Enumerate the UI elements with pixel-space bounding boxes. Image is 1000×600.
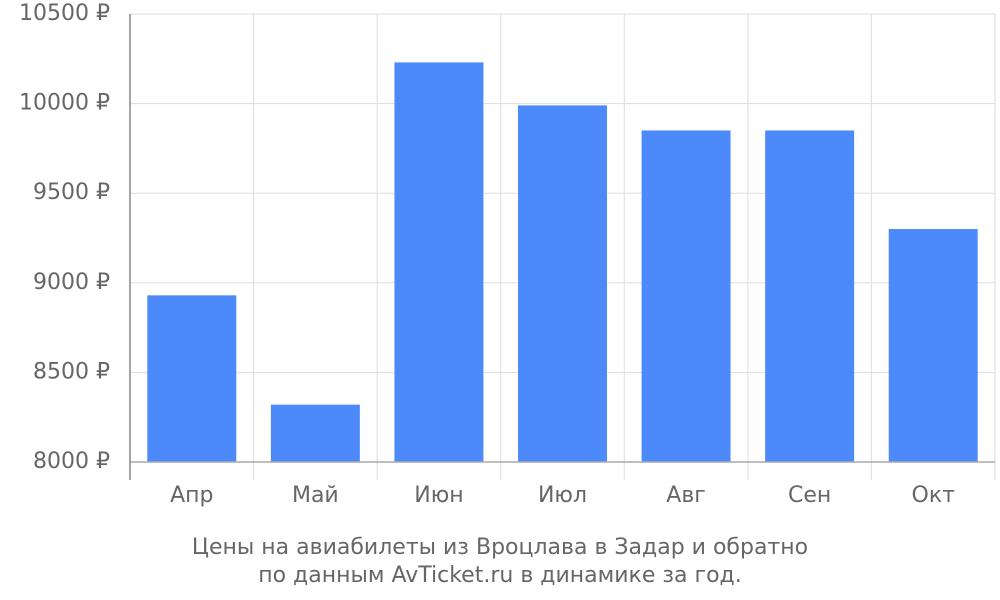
y-tick-label: 9000 ₽ (33, 270, 110, 295)
bar (270, 404, 360, 462)
x-tick-label: Авг (666, 483, 706, 508)
y-tick-label: 10500 ₽ (19, 1, 110, 26)
x-tick-label: Сен (788, 483, 831, 508)
x-tick-label: Окт (912, 483, 956, 508)
y-tick-label: 8500 ₽ (33, 359, 110, 384)
chart-title: по данным AvTicket.ru в динамике за год. (258, 563, 742, 588)
bar (765, 130, 855, 463)
x-tick-label: Май (292, 483, 339, 508)
bar (518, 105, 607, 462)
y-tick-label: 8000 ₽ (33, 449, 110, 474)
bar (147, 295, 237, 462)
x-tick-label: Июл (538, 483, 587, 508)
x-tick-label: Июн (414, 483, 463, 508)
bar (641, 130, 731, 463)
bar (888, 229, 978, 462)
x-tick-label: Апр (170, 483, 213, 508)
chart-title: Цены на авиабилеты из Вроцлава в Задар и… (192, 535, 808, 560)
y-tick-label: 10000 ₽ (19, 91, 110, 116)
bar (394, 62, 484, 462)
y-tick-label: 9500 ₽ (33, 180, 110, 205)
